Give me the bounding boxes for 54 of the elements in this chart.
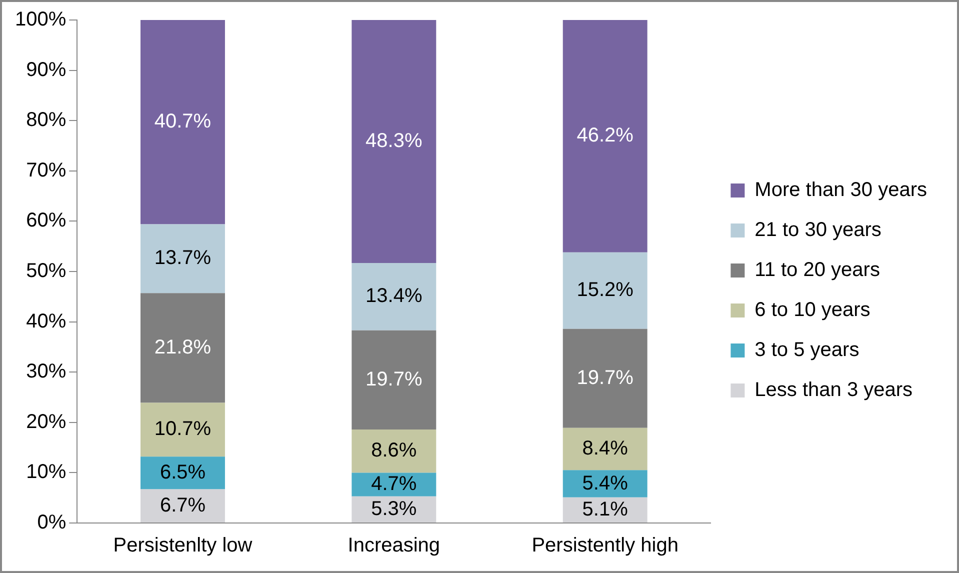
y-tick-label: 0%: [37, 512, 66, 534]
legend-label: 21 to 30 years: [754, 219, 882, 242]
y-tick-label: 100%: [14, 8, 66, 31]
y-tick-label: 20%: [26, 410, 66, 433]
data-label: 5.4%: [582, 472, 628, 494]
bar: [140, 402, 225, 457]
data-label: 46.2%: [576, 124, 634, 147]
bar: [562, 252, 648, 329]
bar: [352, 20, 436, 263]
bar: [140, 224, 225, 294]
legend-label: 3 to 5 years: [754, 339, 860, 362]
bar: [352, 472, 436, 496]
y-tick-label: 30%: [26, 360, 66, 383]
bar: [140, 489, 225, 522]
x-tick-label: Persistently high: [532, 534, 678, 557]
x-tick-label: Increasing: [348, 534, 440, 557]
bar: [140, 20, 225, 224]
bar: [562, 328, 648, 428]
y-tick-label: 70%: [26, 159, 66, 182]
legend-label: 6 to 10 years: [754, 299, 870, 322]
data-label: 13.7%: [154, 247, 212, 270]
data-label: 6.7%: [160, 494, 206, 516]
y-tick-label: 50%: [26, 260, 66, 282]
data-label: 15.2%: [576, 279, 634, 302]
y-tick-label: 90%: [26, 58, 66, 81]
data-label: 4.7%: [371, 473, 417, 496]
data-label: 8.4%: [582, 438, 628, 460]
legend-label: More than 30 years: [754, 179, 928, 202]
x-tick-label: Persistenlty low: [113, 534, 253, 557]
y-tick-label: 10%: [26, 461, 66, 484]
data-label: 13.4%: [366, 285, 422, 308]
bar: [562, 428, 648, 470]
bar: [562, 470, 648, 498]
data-label: 5.1%: [582, 498, 628, 520]
legend-label: Less than 3 years: [754, 379, 913, 402]
y-tick-label: 80%: [26, 109, 66, 132]
data-label: 21.8%: [154, 336, 212, 358]
y-tick-label: 60%: [26, 210, 66, 232]
bar: [352, 262, 436, 330]
bar: [140, 293, 225, 403]
data-label: 40.7%: [154, 110, 212, 132]
bar: [140, 456, 225, 490]
bar: [562, 20, 648, 252]
data-label: 6.5%: [160, 461, 206, 484]
data-label: 48.3%: [366, 130, 422, 152]
legend-label: 11 to 20 years: [754, 259, 880, 282]
data-label: 10.7%: [154, 418, 212, 440]
data-label: 19.7%: [366, 368, 422, 390]
bar: [352, 330, 436, 430]
data-label: 8.6%: [371, 440, 417, 462]
y-tick-label: 40%: [26, 310, 66, 332]
data-label: 19.7%: [576, 366, 634, 389]
bar: [352, 429, 436, 473]
data-label: 5.3%: [371, 498, 417, 520]
